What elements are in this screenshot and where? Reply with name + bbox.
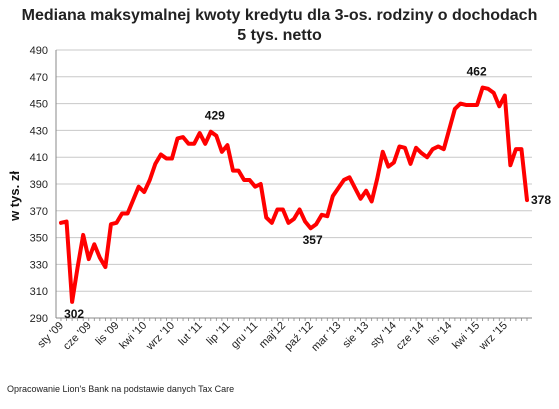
chart-title: Mediana maksymalnej kwoty kredytu dla 3-… [0,6,559,46]
x-tick-label: kwi '15 [450,320,482,352]
x-tick-label: cze '14 [394,320,427,353]
axes [55,50,532,321]
series-line [59,85,529,304]
data-label: 378 [531,193,551,207]
source-note: Opracowanie Lion's Bank na podstawie dan… [7,384,235,394]
y-tick-labels: 290 310 330 350 370 390 410 430 450 470 490 [30,45,48,325]
y-tick-label: 390 [30,179,48,191]
data-label: 357 [303,233,323,247]
y-tick-label: 470 [30,72,48,84]
y-tick-label: 370 [30,206,48,218]
gridlines [56,49,532,319]
x-tick-label: cze '09 [61,320,94,353]
x-tick-label: mar '13 [309,320,343,354]
line-chart: 290 310 330 350 370 390 410 430 450 470 490 sty '0… [7,45,551,354]
chart-title-line-1: Mediana maksymalnej kwoty kredytu dla 3-… [21,7,538,24]
data-labels: 302 429 357 462 378 [64,65,551,321]
y-tick-label: 350 [30,233,48,245]
data-label: 429 [205,109,225,123]
x-tick-label: wrz '15 [476,320,510,354]
x-tick-label: sie '13 [341,320,372,351]
x-tick-label: lut '11 [176,320,204,348]
y-tick-label: 410 [30,152,48,164]
x-tick-label: kwi '10 [117,320,149,352]
y-tick-label: 490 [30,45,48,57]
x-tick-label: wrz '10 [143,320,177,354]
y-tick-label: 290 [30,313,48,325]
y-axis-label: w tys. zł [7,171,22,222]
data-label: 302 [64,307,84,321]
y-tick-label: 310 [30,286,48,298]
y-tick-label: 330 [30,259,48,271]
series-layer [59,85,529,304]
y-tick-label: 430 [30,125,48,137]
data-label: 462 [467,65,487,79]
y-tick-label: 450 [30,99,48,111]
chart-title-line-2: 5 tys. netto [237,27,322,44]
x-tick-label: gru '11 [229,320,260,351]
